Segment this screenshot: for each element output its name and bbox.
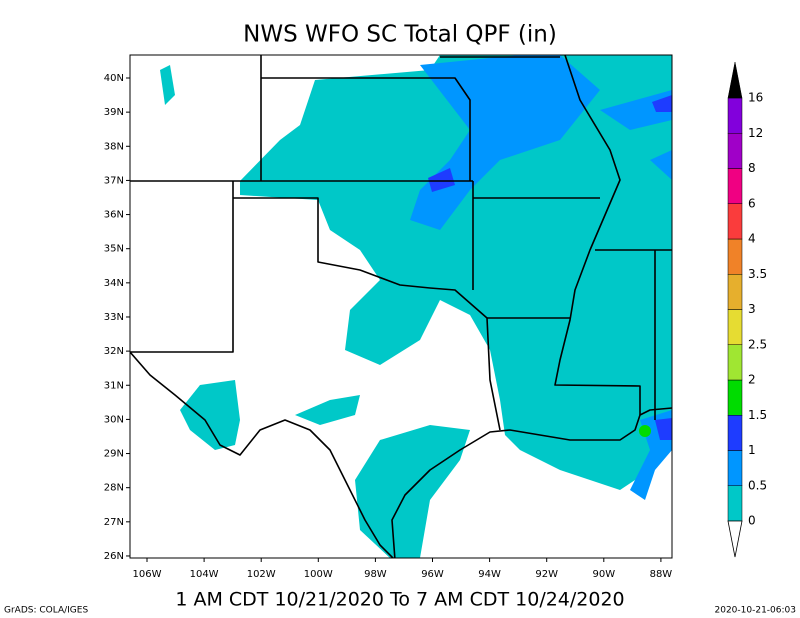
colorbar-label: 1 xyxy=(748,443,756,457)
precip-area xyxy=(410,55,600,230)
title: NWS WFO SC Total QPF (in) xyxy=(243,22,557,48)
colorbar-label: 8 xyxy=(748,161,756,175)
lat-label: 36N xyxy=(104,210,124,221)
lat-label: 31N xyxy=(104,380,124,391)
lon-label: 100W xyxy=(304,569,333,580)
colorbar-box xyxy=(727,309,743,345)
map-frame xyxy=(129,54,673,559)
colorbar-label: 3.5 xyxy=(748,267,767,281)
precip-area xyxy=(160,65,175,105)
precip-area xyxy=(355,425,470,558)
precip-area xyxy=(600,90,672,130)
colorbar-below xyxy=(727,520,743,558)
map: 40N 39N 38N 37N 36N 35N 34N 33N 32N 31N 30N 29N 28N 2… xyxy=(104,54,673,580)
lon-label: 106W xyxy=(133,569,162,580)
lon-label: 92W xyxy=(535,569,558,580)
colorbar-box xyxy=(727,344,743,381)
colorbar-label: 12 xyxy=(748,126,763,140)
lat-label: 35N xyxy=(104,244,124,255)
colorbar-box xyxy=(727,203,743,240)
lat-label: 38N xyxy=(104,141,124,152)
precip-area xyxy=(639,425,651,437)
lat-label: 34N xyxy=(104,278,124,289)
lat-label: 29N xyxy=(104,449,124,460)
colorbar-box xyxy=(727,379,743,416)
colorbar-box xyxy=(727,485,743,522)
colorbar-label: 16 xyxy=(748,91,763,105)
lat-label: 27N xyxy=(104,517,124,528)
precip-area xyxy=(295,395,360,425)
colorbar-box xyxy=(727,133,743,169)
lat-label: 33N xyxy=(104,312,124,323)
colorbar-label: 3 xyxy=(748,302,756,316)
colorbar-box xyxy=(727,415,743,451)
colorbar-label: 2.5 xyxy=(748,337,767,351)
precip-area xyxy=(655,418,672,440)
colorbar: 0 0.5 1 1.5 2 2.5 3 3.5 4 6 8 12 16 xyxy=(727,61,767,558)
lat-label: 28N xyxy=(104,483,124,494)
lon-label: 104W xyxy=(190,569,219,580)
colorbar-above xyxy=(727,61,743,99)
lat-label: 32N xyxy=(104,346,124,357)
colorbar-label: 6 xyxy=(748,196,756,210)
lat-label: 40N xyxy=(104,73,124,84)
precip-area xyxy=(652,95,672,112)
lat-label: 39N xyxy=(104,107,124,118)
colorbar-box xyxy=(727,97,743,134)
lon-label: 96W xyxy=(421,569,444,580)
lat-label: 30N xyxy=(104,414,124,425)
colorbar-label: 4 xyxy=(748,232,756,246)
lon-label: 102W xyxy=(247,569,276,580)
colorbar-box xyxy=(727,450,743,486)
precip-fields xyxy=(160,55,672,558)
colorbar-box xyxy=(727,168,743,204)
lon-label: 94W xyxy=(478,569,501,580)
colorbar-label: 0.5 xyxy=(748,478,767,492)
colorbar-box xyxy=(727,238,743,275)
lon-label: 98W xyxy=(364,569,387,580)
lon-label: 90W xyxy=(592,569,615,580)
lat-label: 26N xyxy=(104,551,124,562)
credit: GrADS: COLA/IGES xyxy=(4,606,88,616)
valid-period: 1 AM CDT 10/21/2020 To 7 AM CDT 10/24/20… xyxy=(175,589,624,611)
colorbar-label: 2 xyxy=(748,373,756,387)
precip-area xyxy=(650,150,672,180)
colorbar-box xyxy=(727,274,743,310)
lat-label: 37N xyxy=(104,175,124,186)
precip-area xyxy=(240,55,672,490)
precip-area xyxy=(428,168,455,192)
timestamp: 2020-10-21-06:03 xyxy=(715,606,797,616)
colorbar-label: 0 xyxy=(748,514,756,528)
lon-label: 88W xyxy=(650,569,673,580)
colorbar-label: 1.5 xyxy=(748,408,767,422)
precip-area xyxy=(180,380,240,450)
state-borders xyxy=(130,55,672,558)
